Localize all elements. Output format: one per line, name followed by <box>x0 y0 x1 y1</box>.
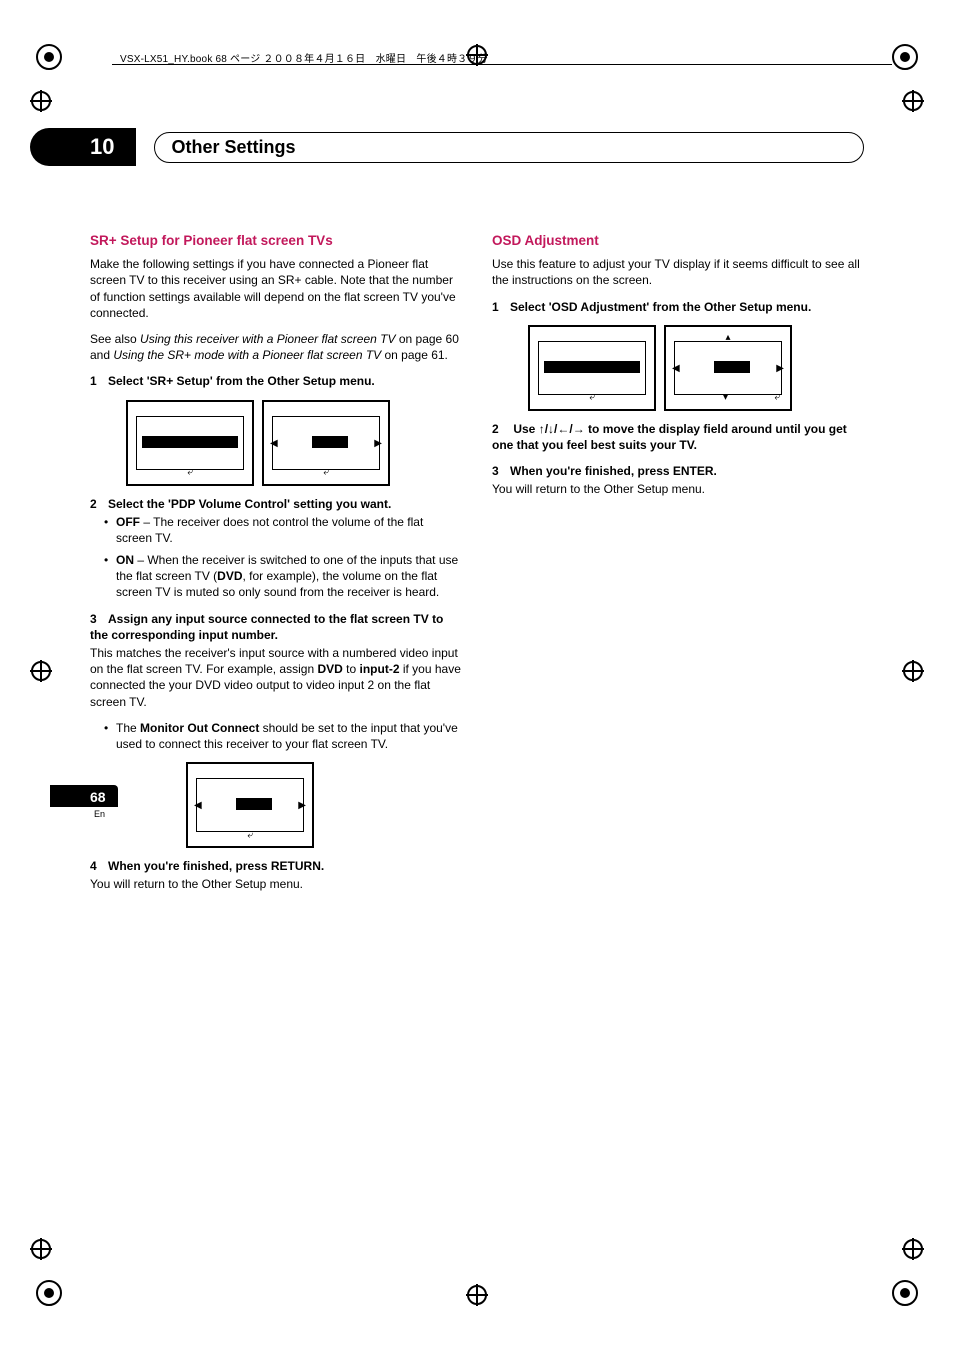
crop-mark-icon <box>30 1238 52 1260</box>
crop-mark-icon <box>902 90 924 112</box>
step-1: 1Select 'OSD Adjustment' from the Other … <box>492 299 864 315</box>
osd-highlight-bar <box>312 436 348 448</box>
step-text: When you're finished, press RETURN. <box>108 859 324 873</box>
paragraph: This matches the receiver's input source… <box>90 645 462 710</box>
text: on page 61. <box>381 348 448 362</box>
list-item: ON – When the receiver is switched to on… <box>104 552 462 601</box>
osd-highlight-bar <box>544 361 640 373</box>
running-head-rule <box>112 64 892 65</box>
step-2: 2Select the 'PDP Volume Control' setting… <box>90 496 462 512</box>
return-icon: ⤶ <box>247 829 253 843</box>
list-item: The Monitor Out Connect should be set to… <box>104 720 462 752</box>
paragraph: Make the following settings if you have … <box>90 256 462 321</box>
step-text: Select 'OSD Adjustment' from the Other S… <box>510 300 811 314</box>
osd-screen: ◀ ▶ ⤶ <box>262 400 390 486</box>
chapter-bar: 10 Other Settings <box>90 128 864 166</box>
osd-screen: ⤶ <box>126 400 254 486</box>
step-number: 2 <box>90 496 108 512</box>
step-4: 4When you're finished, press RETURN. <box>90 858 462 874</box>
step-text: Select 'SR+ Setup' from the Other Setup … <box>108 374 375 388</box>
left-column: SR+ Setup for Pioneer flat screen TVs Ma… <box>90 232 462 903</box>
crop-mark-icon <box>902 660 924 682</box>
setup-screens: ⤶ ◀ ▶ ⤶ <box>126 400 462 486</box>
return-icon: ⤶ <box>323 466 329 480</box>
osd-screen: ▴ ▾ ◀ ▶ ⤶ <box>664 325 792 411</box>
left-arrow-icon: ◀ <box>194 799 202 813</box>
return-icon: ⤶ <box>589 391 595 405</box>
section-heading-sr-plus: SR+ Setup for Pioneer flat screen TVs <box>90 232 462 250</box>
paragraph: Use this feature to adjust your TV displ… <box>492 256 864 288</box>
step-3: 3Assign any input source connected to th… <box>90 611 462 643</box>
page-language: En <box>94 809 118 819</box>
text-italic: Using the SR+ mode with a Pioneer flat s… <box>113 348 381 362</box>
step-number: 4 <box>90 858 108 874</box>
text-bold: input-2 <box>360 662 400 676</box>
register-mark-icon <box>32 1276 66 1310</box>
left-arrow-icon: ◀ <box>270 437 278 451</box>
right-arrow-icon: ▶ <box>298 799 306 813</box>
paragraph: See also Using this receiver with a Pion… <box>90 331 462 363</box>
chapter-number: 10 <box>30 128 136 166</box>
text: – The receiver does not control the volu… <box>116 515 423 545</box>
list-item: OFF – The receiver does not control the … <box>104 514 462 546</box>
step-3: 3When you're finished, press ENTER. <box>492 463 864 479</box>
step-number: 2 <box>492 421 510 437</box>
right-arrow-icon: ▶ <box>776 362 784 376</box>
osd-highlight-bar <box>714 361 750 373</box>
crop-mark-icon <box>466 1284 488 1306</box>
osd-screen: ◀ ▶ ⤶ <box>186 762 314 848</box>
step-number: 1 <box>492 299 510 315</box>
page-footer: 68 En <box>90 785 118 819</box>
text-bold: Monitor Out Connect <box>140 721 259 735</box>
paragraph: You will return to the Other Setup menu. <box>492 481 864 497</box>
crop-mark-icon <box>30 90 52 112</box>
register-mark-icon <box>888 1276 922 1310</box>
arrow-keys-icon: ↑/↓/←/→ <box>539 422 585 436</box>
up-arrow-icon: ▴ <box>725 331 730 345</box>
crop-mark-icon <box>30 660 52 682</box>
osd-highlight-bar <box>142 436 238 448</box>
left-arrow-icon: ◀ <box>672 362 680 376</box>
step-number: 3 <box>492 463 510 479</box>
osd-screen: ⤶ <box>528 325 656 411</box>
text-italic: Using this receiver with a Pioneer flat … <box>140 332 395 346</box>
option-off-label: OFF <box>116 515 140 529</box>
step-text: Select the 'PDP Volume Control' setting … <box>108 497 391 511</box>
text: The <box>116 721 140 735</box>
bullet-list: OFF – The receiver does not control the … <box>90 514 462 601</box>
register-mark-icon <box>32 40 66 74</box>
step-2: 2 Use ↑/↓/←/→ to move the display field … <box>492 421 864 453</box>
return-icon: ⤶ <box>774 391 780 405</box>
option-on-label: ON <box>116 553 134 567</box>
step-1: 1Select 'SR+ Setup' from the Other Setup… <box>90 373 462 389</box>
return-icon: ⤶ <box>187 466 193 480</box>
crop-mark-icon <box>902 1238 924 1260</box>
right-arrow-icon: ▶ <box>374 437 382 451</box>
text: to <box>343 662 360 676</box>
text: See also <box>90 332 140 346</box>
step-text: When you're finished, press ENTER. <box>510 464 717 478</box>
right-column: OSD Adjustment Use this feature to adjus… <box>492 232 864 903</box>
chapter-title-wrap: Other Settings <box>154 132 864 163</box>
step-number: 1 <box>90 373 108 389</box>
running-head: VSX-LX51_HY.book 68 ページ ２００８年４月１６日 水曜日 午… <box>120 50 488 65</box>
text-bold: DVD <box>217 569 242 583</box>
step-text: Use <box>513 422 538 436</box>
chapter-title: Other Settings <box>171 137 295 157</box>
setup-screen-single: ◀ ▶ ⤶ <box>186 762 462 848</box>
page-number: 68 <box>50 785 118 807</box>
bullet-list: The Monitor Out Connect should be set to… <box>90 720 462 752</box>
section-heading-osd: OSD Adjustment <box>492 232 864 250</box>
down-arrow-icon: ▾ <box>723 391 728 405</box>
step-text: Assign any input source connected to the… <box>90 612 443 642</box>
text-bold: DVD <box>317 662 342 676</box>
register-mark-icon <box>888 40 922 74</box>
step-number: 3 <box>90 611 108 627</box>
osd-adjustment-screens: ⤶ ▴ ▾ ◀ ▶ ⤶ <box>528 325 864 411</box>
osd-highlight-bar <box>236 798 272 810</box>
paragraph: You will return to the Other Setup menu. <box>90 876 462 892</box>
